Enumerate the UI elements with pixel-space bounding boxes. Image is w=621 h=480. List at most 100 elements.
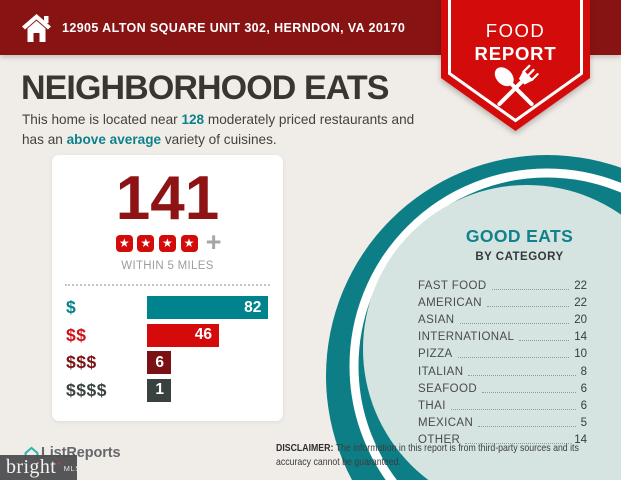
pale-inner-disk: [363, 185, 621, 480]
price-bar-row: $$$ 6: [66, 351, 283, 374]
dotted-leader: [478, 426, 576, 428]
dotted-leader: [457, 357, 570, 359]
rating-stars: ★ ★ ★ ★ +: [52, 227, 283, 257]
price-bar-value: 82: [244, 298, 262, 316]
price-bar-row: $$$$ 1: [66, 378, 283, 402]
price-bar-value: 46: [194, 326, 213, 343]
bright-mls-badge: bright ✦ MLS: [0, 455, 80, 480]
star-icon: ★: [115, 235, 133, 252]
category-value: 6: [580, 382, 587, 395]
subtitle-mid: moderately priced restaurants and has an: [22, 112, 415, 147]
category-value: 22: [574, 279, 587, 292]
category-row: INTERNATIONAL 14: [418, 329, 587, 346]
disclaimer-text: The information in this report is from t…: [276, 443, 579, 468]
card-divider: [65, 284, 270, 286]
price-bar: 82: [147, 296, 269, 319]
ribbon-shape: [441, 0, 590, 131]
dotted-leader: [459, 322, 570, 324]
plus-icon: +: [205, 227, 222, 257]
radius-label: WITHIN 5 MILES: [121, 260, 214, 272]
category-value: 14: [574, 331, 587, 344]
category-value: 10: [574, 348, 587, 361]
category-list: FAST FOOD 22 AMERICAN 22 ASIAN 20 INTERNATIONA…: [418, 277, 587, 449]
price-bar: 1: [147, 378, 171, 402]
property-address: 12905 ALTON SQUARE UNIT 302, HERNDON, VA…: [62, 21, 406, 35]
good-eats-heading: GOOD EATS BY CATEGORY: [429, 226, 610, 263]
category-row: ITALIAN 8: [418, 363, 587, 380]
star-icon: ★: [137, 235, 155, 252]
restaurant-count: 128: [181, 112, 205, 127]
category-row: SEAFOOD 6: [418, 380, 587, 397]
star-glyph: ★: [140, 236, 152, 250]
star-icon: ★: [158, 235, 176, 252]
price-bars-chart: $82 $$ 46 $$$ 6 $$$$ 1: [66, 296, 283, 402]
page-subtitle: This home is located near 128 moderately…: [22, 110, 424, 149]
price-bar: 6: [147, 351, 171, 374]
ribbon-label-food: FOOD: [485, 20, 546, 41]
page-title: NEIGHBORHOOD EATS: [21, 69, 389, 107]
category-label: AMERICAN: [418, 296, 482, 309]
dotted-leader: [450, 408, 576, 410]
food-report-ribbon: [441, 0, 590, 131]
category-row: PIZZA 10: [418, 346, 587, 363]
category-row: MEXICAN 5: [418, 415, 587, 432]
star-icon: ★: [180, 235, 198, 252]
star-glyph: ★: [118, 236, 130, 250]
bright-star-icon: ✦: [56, 461, 62, 468]
category-label: THAI: [418, 399, 446, 412]
dotted-leader: [468, 374, 576, 376]
subtitle-pre: This home is located near: [22, 112, 182, 127]
price-bar-value: 6: [155, 353, 164, 371]
category-label: SEAFOOD: [418, 382, 478, 395]
star-glyph: ★: [162, 236, 173, 250]
home-icon: [22, 13, 51, 42]
price-tier-label: $$$$: [66, 379, 107, 400]
good-eats-subtitle: BY CATEGORY: [475, 251, 564, 263]
category-row: THAI 6: [418, 397, 587, 414]
category-label: INTERNATIONAL: [418, 331, 515, 344]
price-bar-value: 1: [155, 381, 164, 398]
price-bar: 46: [147, 323, 220, 347]
restaurant-stats-card: 141 ★ ★ ★ ★ + WITHIN 5 MILES $82 $$ 46 $$$ 6 $$$$…: [52, 155, 283, 421]
category-label: PIZZA: [418, 348, 453, 361]
bright-wordmark: bright: [6, 456, 57, 478]
category-value: 20: [574, 313, 587, 326]
category-row: FAST FOOD 22: [418, 277, 587, 294]
fork-spoon-icon: [494, 64, 539, 107]
category-label: ITALIAN: [418, 365, 464, 378]
white-ring: [349, 168, 621, 480]
category-row: ASIAN 20: [418, 311, 587, 328]
price-tier-label: $$$: [66, 352, 97, 372]
subtitle-post: variety of cuisines.: [161, 131, 277, 147]
dotted-leader: [482, 391, 576, 393]
price-tier-label: $: [66, 297, 77, 317]
ribbon-text: FOOD REPORT: [441, 0, 590, 65]
price-bar-row: $82: [66, 296, 283, 319]
dotted-leader: [465, 443, 570, 445]
dotted-leader: [491, 288, 570, 290]
restaurant-total-count: 141: [115, 164, 220, 233]
category-label: MEXICAN: [418, 417, 474, 430]
variety-highlight: above average: [66, 131, 162, 147]
category-value: 22: [574, 296, 587, 309]
good-eats-title: GOOD EATS: [465, 226, 574, 246]
disclaimer-label: DISCLAIMER:: [276, 443, 334, 454]
category-row: OTHER 14: [418, 432, 587, 449]
mls-label: MLS: [63, 464, 81, 473]
dotted-leader: [486, 305, 570, 307]
star-glyph: ★: [183, 236, 195, 250]
category-value: 14: [574, 434, 587, 447]
disclaimer: DISCLAIMER: The information in this repo…: [276, 442, 591, 469]
price-bar-row: $$ 46: [66, 323, 283, 347]
ribbon-label-report: REPORT: [474, 43, 557, 64]
price-tier-label: $$: [66, 324, 87, 345]
category-label: ASIAN: [418, 313, 455, 326]
category-value: 8: [580, 365, 587, 378]
dotted-leader: [519, 340, 570, 342]
ribbon-inner-border: [448, 0, 583, 123]
category-value: 5: [580, 417, 587, 430]
category-value: 6: [580, 399, 587, 412]
category-row: AMERICAN 22: [418, 294, 587, 311]
